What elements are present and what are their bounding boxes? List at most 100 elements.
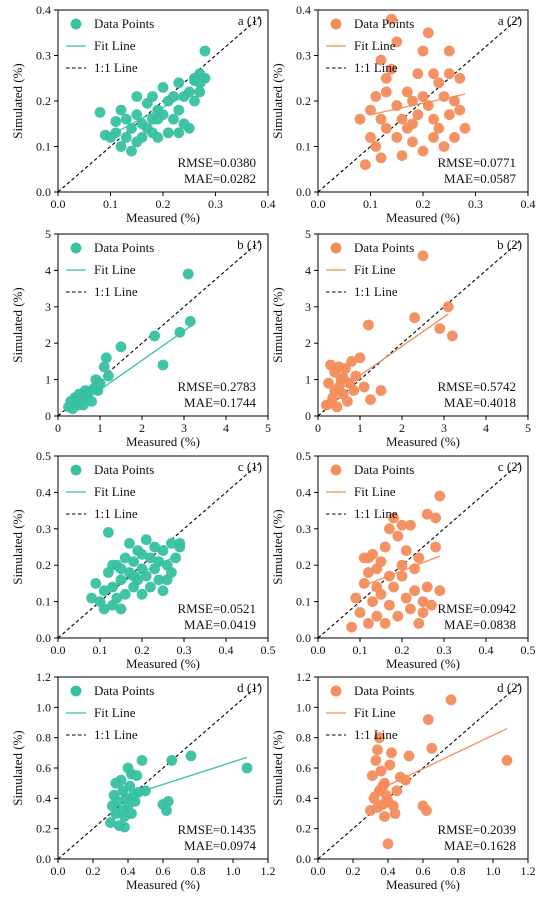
data-point — [136, 132, 148, 143]
y-tick-label: 0.4 — [36, 485, 51, 499]
y-tick-label: 3 — [45, 300, 51, 314]
data-point — [430, 541, 441, 553]
data-point — [363, 567, 374, 578]
data-point — [115, 104, 127, 116]
data-point — [421, 581, 433, 593]
data-point — [115, 574, 127, 586]
y-tick-label: 0.2 — [296, 822, 311, 836]
legend-marker-points — [330, 685, 342, 697]
data-point — [388, 581, 399, 593]
y-tick-label: 0.2 — [36, 822, 51, 836]
data-point — [379, 541, 391, 553]
data-point — [354, 352, 366, 364]
x-tick-label: 0.3 — [437, 643, 452, 657]
x-tick-label: 0 — [55, 421, 61, 435]
data-point — [384, 523, 395, 535]
one-to-one-line — [58, 15, 263, 192]
mae-label: MAE=0.0419 — [184, 617, 256, 632]
data-point — [417, 45, 429, 57]
data-point — [372, 744, 383, 756]
legend-label-points: Data Points — [94, 240, 154, 255]
y-tick-label: 0 — [305, 409, 311, 423]
rmse-label: RMSE=0.2039 — [438, 822, 516, 837]
data-point — [354, 607, 366, 618]
panel-b-1: 0 1 2 3 4 5 0 1 2 3 4 5 Measured (%) Simulated (%) b (… — [10, 227, 271, 449]
data-point — [417, 250, 429, 262]
rmse-label: RMSE=0.1435 — [178, 822, 256, 837]
data-point — [371, 610, 383, 622]
mae-label: MAE=0.1744 — [184, 395, 256, 410]
data-point — [346, 621, 357, 633]
data-point — [426, 742, 438, 754]
data-point — [449, 95, 460, 107]
x-tick-label: 0.1 — [93, 643, 108, 657]
y-tick-label: 0.4 — [36, 791, 51, 805]
x-tick-label: 3 — [441, 421, 447, 435]
x-axis-label: Measured (%) — [126, 656, 200, 671]
fit-line — [110, 84, 206, 136]
x-tick-label: 0.2 — [86, 864, 101, 878]
x-tick-label: 0.8 — [451, 864, 466, 878]
data-point — [413, 618, 425, 629]
data-point — [153, 574, 165, 586]
y-tick-label: 0.0 — [36, 852, 51, 866]
data-point — [86, 396, 97, 407]
data-point — [417, 607, 429, 618]
x-tick-label: 0.4 — [479, 643, 494, 657]
data-point — [199, 45, 211, 57]
data-point — [128, 556, 140, 567]
data-point — [459, 122, 471, 134]
data-point — [433, 77, 445, 89]
x-tick-label: 0.0 — [311, 197, 326, 211]
data-point — [168, 91, 179, 102]
x-tick-label: 0.3 — [177, 643, 192, 657]
data-point — [107, 559, 118, 571]
legend-label-fit: Fit Line — [94, 484, 136, 499]
data-point — [434, 323, 446, 334]
y-tick-label: 4 — [305, 263, 311, 277]
data-point — [136, 755, 148, 766]
data-point — [430, 512, 441, 524]
fit-line — [330, 313, 449, 397]
data-point — [433, 122, 445, 134]
data-point — [365, 104, 376, 116]
data-point — [94, 377, 106, 389]
panel-label: c (1) — [238, 459, 262, 474]
x-axis-label: Measured (%) — [386, 877, 460, 892]
data-point — [94, 107, 106, 118]
plot-area — [318, 239, 523, 416]
x-tick-label: 1.0 — [226, 864, 241, 878]
data-point — [157, 585, 169, 597]
y-axis-label: Simulated (%) — [10, 287, 25, 362]
one-to-one-line — [318, 461, 523, 638]
data-point — [386, 747, 397, 759]
data-point — [131, 91, 143, 102]
fit-line — [359, 555, 441, 588]
data-point — [370, 141, 382, 152]
data-point — [140, 534, 152, 546]
data-point — [147, 91, 158, 102]
y-tick-label: 0.3 — [296, 522, 311, 536]
x-tick-label: 0.2 — [395, 643, 410, 657]
data-point — [194, 77, 206, 89]
rmse-label: RMSE=0.0521 — [178, 601, 256, 616]
y-tick-label: 2 — [45, 336, 51, 350]
mae-label: MAE=0.0838 — [444, 617, 516, 632]
panel-c-2: 0.0 0.1 0.2 0.3 0.4 0.5 0.0 0.1 0.2 0.3 0.4 0.5 Meas… — [270, 449, 536, 671]
data-point — [421, 508, 433, 520]
plot-area — [58, 15, 263, 192]
legend-label-fit: Fit Line — [354, 38, 396, 53]
data-point — [375, 765, 387, 777]
x-axis-label: Measured (%) — [386, 434, 460, 449]
axes-frame — [317, 455, 529, 639]
data-point — [157, 82, 169, 93]
legend-label-oneone: 1:1 Line — [94, 284, 138, 299]
data-point — [119, 821, 130, 833]
data-point — [161, 805, 172, 816]
legend-label-points: Data Points — [354, 683, 414, 698]
data-point — [346, 356, 357, 367]
y-tick-label: 1 — [45, 373, 51, 387]
data-point — [417, 91, 429, 102]
x-tick-label: 4 — [483, 421, 489, 435]
rmse-label: RMSE=0.0942 — [438, 601, 516, 616]
